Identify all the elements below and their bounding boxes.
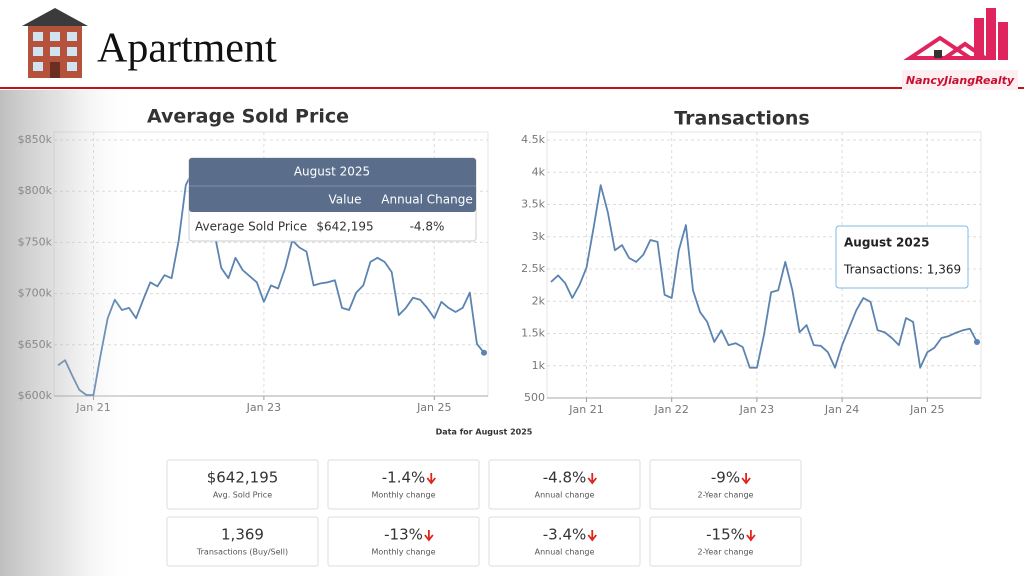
down-arrow	[746, 530, 756, 542]
stat-card	[488, 516, 641, 567]
stat-value: $642,195	[207, 469, 279, 487]
chart-title: Average Sold Price	[147, 106, 349, 128]
stat-label: Monthly change	[371, 491, 435, 500]
tooltip-col: Value	[329, 193, 362, 207]
y-tick-label: 4.5k	[521, 133, 545, 146]
stat-card	[166, 516, 319, 567]
tooltip-col: Annual Change	[381, 193, 472, 207]
stat-label: Annual change	[535, 548, 595, 557]
y-tick-label: 2k	[532, 294, 546, 307]
caption: Data for August 2025	[436, 428, 533, 437]
stat-value: -9%	[711, 469, 740, 487]
tooltip-text: Transactions: 1,369	[843, 263, 961, 277]
stat-card	[327, 459, 480, 510]
page-title: Apartment	[97, 26, 277, 72]
x-tick-label: Jan 21	[568, 403, 603, 416]
tooltip-box	[835, 225, 969, 289]
x-tick-label: Jan 23	[246, 401, 281, 414]
tooltip-header	[189, 158, 476, 212]
data-line	[550, 184, 978, 369]
stat-label: Avg. Sold Price	[213, 491, 272, 500]
y-tick-label: 1k	[532, 359, 546, 372]
y-tick-label: 3k	[532, 230, 546, 243]
logo: NancyJiangRealty	[902, 8, 1018, 90]
y-tick-label: 500	[524, 391, 545, 404]
x-tick-label: Jan 24	[824, 403, 859, 416]
chart-title: Transactions	[674, 108, 809, 130]
down-arrow	[587, 473, 597, 485]
stat-label: Monthly change	[371, 548, 435, 557]
tooltip-cell: $642,195	[316, 220, 373, 234]
y-tick-label: 3.5k	[521, 198, 545, 211]
stat-value: -1.4%	[382, 469, 426, 487]
x-tick-label: Jan 22	[653, 403, 688, 416]
tooltip: August 2025 Transactions: 1,369	[835, 225, 969, 289]
stat-label: Annual change	[535, 491, 595, 500]
x-tick-label: Jan 25	[416, 401, 451, 414]
down-arrow	[587, 530, 597, 542]
stat-label: Transactions (Buy/Sell)	[196, 548, 288, 557]
tooltip: August 2025 Value Annual Change Average Sol…	[188, 157, 477, 242]
logo-text: NancyJiangRealty	[906, 74, 1015, 87]
stat-value: -4.8%	[543, 469, 587, 487]
last-point	[481, 349, 487, 356]
stat-value: -13%	[384, 526, 423, 544]
stat-label: 2-Year change	[698, 491, 754, 500]
stat-card	[166, 459, 319, 510]
y-tick-label: 4k	[532, 165, 546, 178]
tooltip-title: August 2025	[294, 165, 370, 179]
down-arrow	[741, 473, 751, 485]
y-tick-label: 2.5k	[521, 262, 545, 275]
stat-card	[649, 516, 802, 567]
down-arrow	[426, 473, 436, 485]
building-icon	[22, 8, 88, 78]
x-tick-label: Jan 25	[909, 403, 944, 416]
fade-overlay	[0, 90, 135, 576]
stat-card	[327, 516, 480, 567]
stat-label: 2-Year change	[698, 548, 754, 557]
tooltip-cell: -4.8%	[410, 220, 445, 234]
stat-value: 1,369	[221, 526, 264, 544]
stat-value: -15%	[706, 526, 745, 544]
tooltip-title: August 2025	[844, 236, 929, 250]
stat-value: -3.4%	[543, 526, 587, 544]
stat-card	[488, 459, 641, 510]
stat-card	[649, 459, 802, 510]
last-point	[974, 338, 980, 345]
tooltip-cell: Average Sold Price	[195, 220, 307, 234]
x-tick-label: Jan 23	[739, 403, 774, 416]
y-tick-label: 1.5k	[521, 327, 545, 340]
down-arrow	[424, 530, 434, 542]
